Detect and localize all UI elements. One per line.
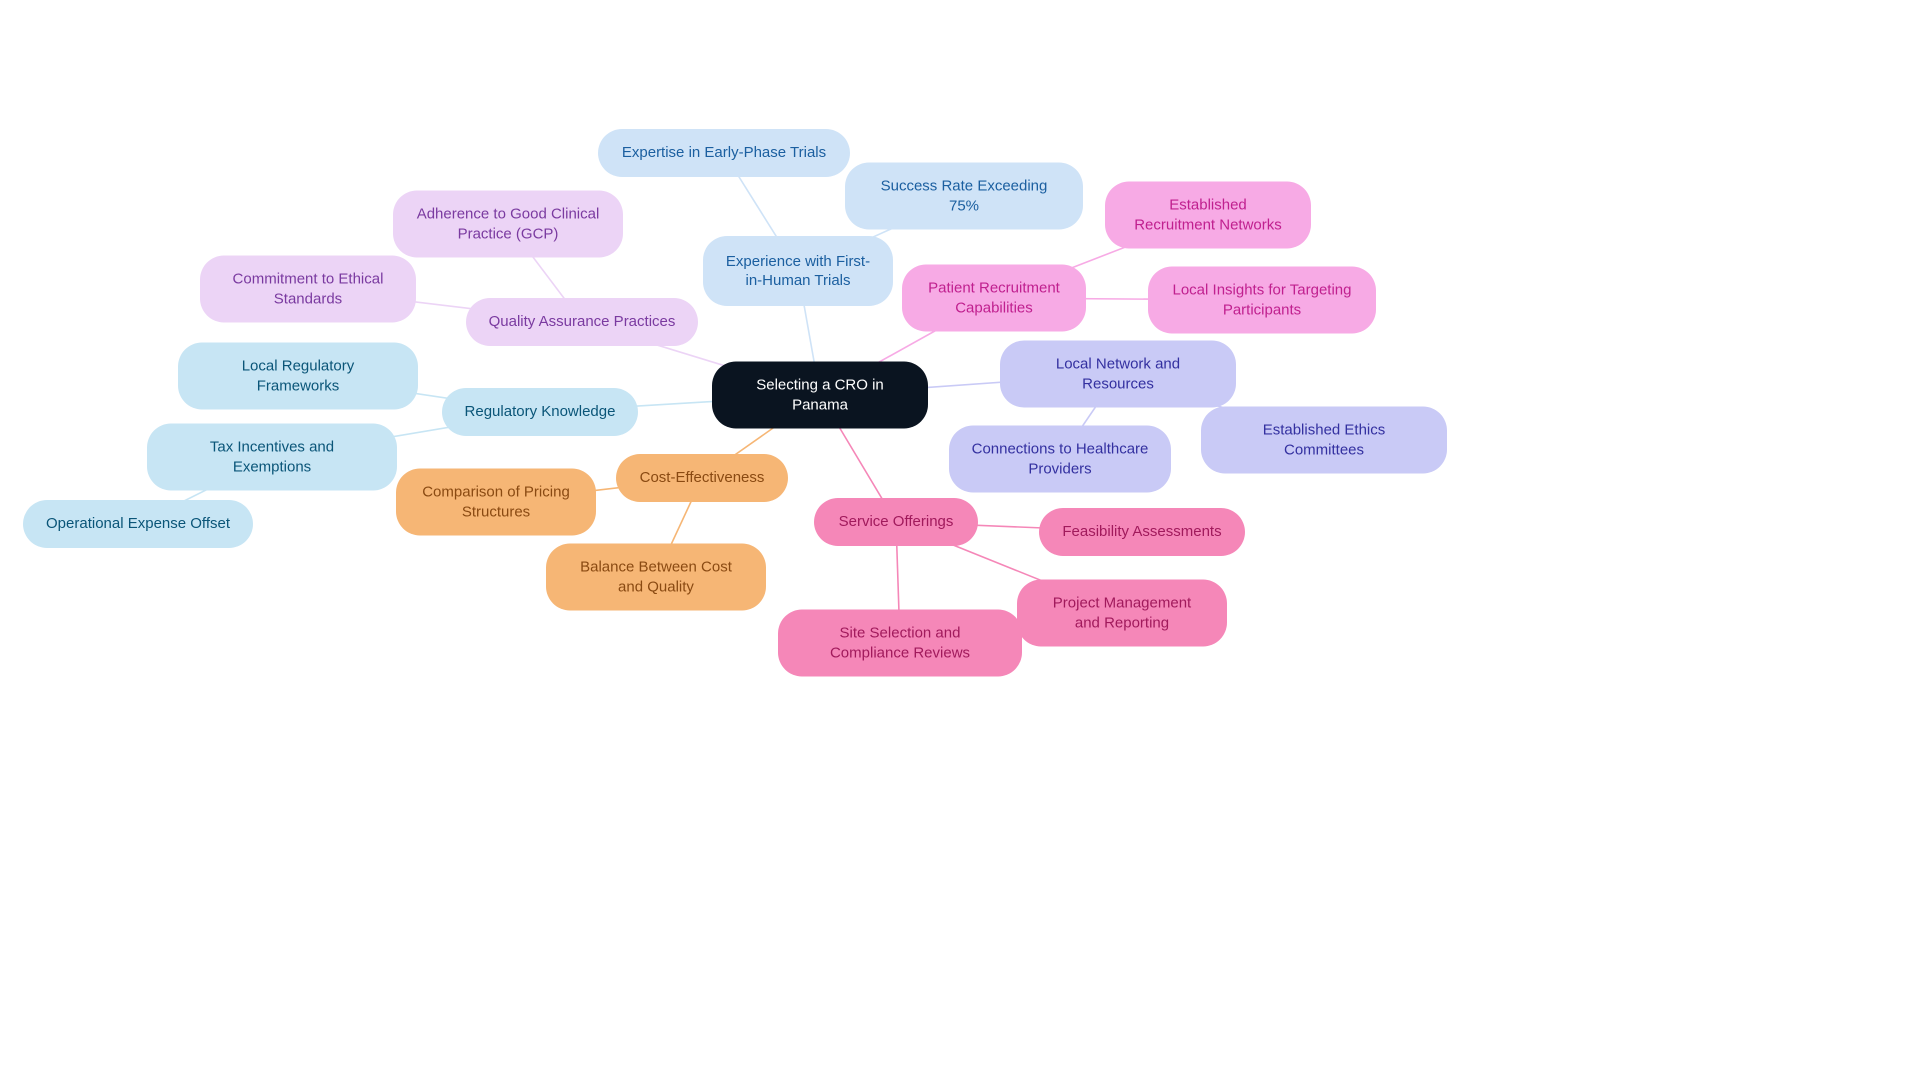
mindmap-node: Local Network and Resources bbox=[1000, 341, 1236, 408]
mindmap-node: Success Rate Exceeding 75% bbox=[845, 163, 1083, 230]
mindmap-node: Cost-Effectiveness bbox=[616, 454, 788, 502]
mindmap-node: Connections to Healthcare Providers bbox=[949, 426, 1171, 493]
mindmap-node: Comparison of Pricing Structures bbox=[396, 469, 596, 536]
mindmap-node: Local Insights for Targeting Participant… bbox=[1148, 267, 1376, 334]
mindmap-node: Adherence to Good Clinical Practice (GCP… bbox=[393, 191, 623, 258]
mindmap-node: Experience with First-in-Human Trials bbox=[703, 236, 893, 306]
mindmap-node: Expertise in Early-Phase Trials bbox=[598, 129, 850, 177]
mindmap-node: Local Regulatory Frameworks bbox=[178, 343, 418, 410]
mindmap-node: Site Selection and Compliance Reviews bbox=[778, 610, 1022, 677]
mindmap-center-node: Selecting a CRO in Panama bbox=[712, 362, 928, 429]
mindmap-node: Quality Assurance Practices bbox=[466, 298, 698, 346]
mindmap-node: Balance Between Cost and Quality bbox=[546, 544, 766, 611]
mindmap-node: Project Management and Reporting bbox=[1017, 580, 1227, 647]
mindmap-node: Regulatory Knowledge bbox=[442, 388, 638, 436]
mindmap-node: Operational Expense Offset bbox=[23, 500, 253, 548]
mindmap-node: Established Ethics Committees bbox=[1201, 407, 1447, 474]
mindmap-node: Commitment to Ethical Standards bbox=[200, 256, 416, 323]
mindmap-node: Patient Recruitment Capabilities bbox=[902, 265, 1086, 332]
mindmap-node: Established Recruitment Networks bbox=[1105, 182, 1311, 249]
mindmap-node: Feasibility Assessments bbox=[1039, 508, 1245, 556]
mindmap-node: Tax Incentives and Exemptions bbox=[147, 424, 397, 491]
mindmap-node: Service Offerings bbox=[814, 498, 978, 546]
